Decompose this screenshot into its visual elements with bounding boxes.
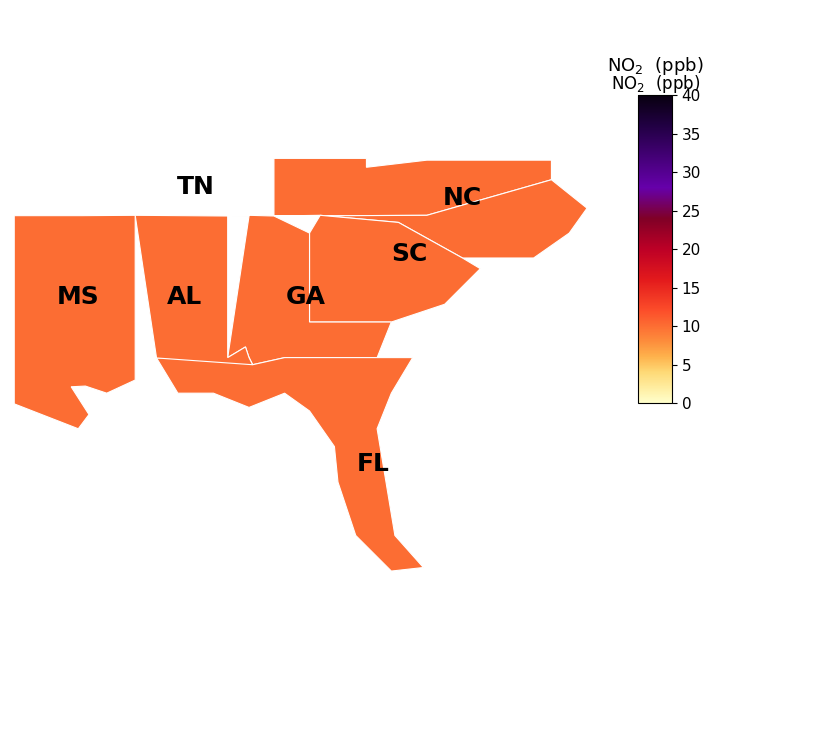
Text: NC: NC [443, 185, 482, 210]
Text: MS: MS [57, 285, 100, 309]
Text: SC: SC [391, 243, 428, 266]
Text: AL: AL [167, 285, 202, 309]
Polygon shape [135, 216, 253, 365]
Polygon shape [14, 216, 135, 429]
Text: FL: FL [357, 452, 390, 476]
Polygon shape [274, 180, 587, 258]
Text: GA: GA [286, 285, 326, 309]
Title: NO$_2$  (ppb): NO$_2$ (ppb) [611, 73, 700, 95]
Text: NO$_2$  (ppb): NO$_2$ (ppb) [607, 55, 703, 77]
Polygon shape [156, 358, 423, 571]
Polygon shape [309, 216, 480, 322]
Polygon shape [60, 158, 551, 216]
Polygon shape [228, 216, 391, 365]
Text: TN: TN [176, 175, 214, 199]
